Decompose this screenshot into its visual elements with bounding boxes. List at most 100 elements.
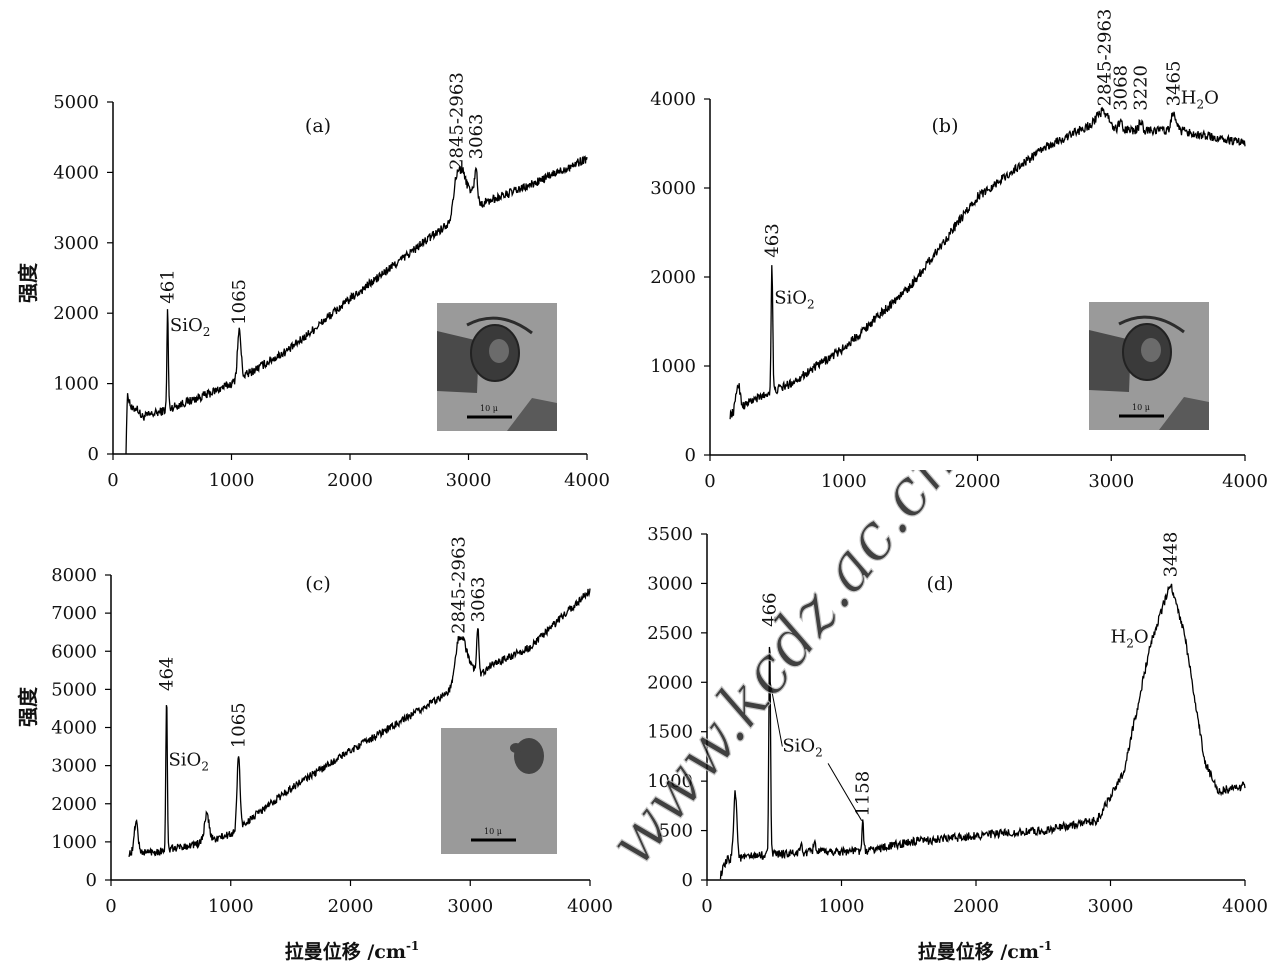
y-tick-label-c: 8000: [51, 565, 97, 586]
x-axis-label-left: 拉曼位移 /cm-1: [285, 939, 420, 963]
species-label-d: H2O: [1111, 627, 1149, 651]
species-label-c: SiO2: [168, 750, 209, 774]
inset-blob: [514, 738, 544, 774]
y-tick-label-d: 3000: [647, 573, 693, 594]
peak-label-b: 2845-2963: [1095, 9, 1116, 107]
peak-label-d: 3448: [1161, 532, 1182, 578]
y-tick-label-b: 2000: [650, 267, 696, 288]
inset-scale-label: 10 μ: [484, 827, 502, 836]
peak-label-c: 3063: [468, 577, 489, 623]
inset-scale-label: 10 μ: [480, 404, 498, 413]
x-tick-label-c: 4000: [567, 896, 613, 917]
inset-scale-label: 10 μ: [1132, 403, 1150, 412]
y-tick-label-a: 1000: [53, 374, 99, 395]
x-tick-label-c: 0: [105, 896, 116, 917]
inset-bubble-core: [489, 339, 509, 363]
species-label-b: H2O: [1181, 87, 1219, 111]
y-tick-label-d: 1000: [647, 771, 693, 792]
y-tick-label-c: 0: [86, 870, 97, 891]
panel-c: 0 1000 2000 3000 4000 0 1000 2000 3000 4000 5000 60…: [51, 536, 613, 917]
inset-micrograph-a: 10 μ: [437, 303, 557, 431]
svg-text:拉曼位移 /cm-1: 拉曼位移 /cm-1: [285, 939, 420, 963]
y-tick-label-b: 0: [685, 445, 696, 466]
panel-b: 0 1000 2000 3000 4000 0 1000 2000 3000 4000 (b) 463…: [650, 9, 1268, 492]
spectrum-line-d: [719, 583, 1246, 880]
x-tick-label-a: 1000: [209, 470, 255, 491]
x-tick-label-d: 0: [701, 896, 712, 917]
peak-label-b: 463: [762, 223, 783, 257]
sio2-leader-466: [769, 682, 783, 747]
y-tick-label-a: 0: [88, 444, 99, 465]
x-tick-label-a: 0: [107, 470, 118, 491]
x-tick-label-a: 3000: [446, 470, 492, 491]
peak-label-c: 2845-2963: [448, 536, 469, 634]
y-tick-label-d: 2000: [647, 672, 693, 693]
x-tick-label-c: 1000: [208, 896, 254, 917]
y-tick-label-b: 1000: [650, 356, 696, 377]
peak-label-b: 3465: [1163, 61, 1184, 107]
x-axis-label-right-sup: -1: [1039, 939, 1052, 953]
svg-text:拉曼位移 /cm-1: 拉曼位移 /cm-1: [918, 939, 1053, 963]
inset-micrograph-b: 10 μ: [1089, 302, 1209, 430]
panel-label-a: (a): [305, 115, 331, 137]
x-axis-label-right: 拉曼位移 /cm-1: [918, 939, 1053, 963]
x-tick-label-d: 3000: [1088, 896, 1134, 917]
panel-label-d: (d): [927, 573, 954, 595]
y-axis-label-top: 强度: [16, 262, 40, 303]
x-tick-label-d: 2000: [953, 896, 999, 917]
y-tick-label-d: 0: [682, 870, 693, 891]
inset-blob: [510, 743, 522, 753]
species-label-d: SiO2: [782, 735, 823, 759]
species-label-b: SiO2: [774, 288, 815, 312]
y-tick-label-d: 1500: [647, 722, 693, 743]
y-tick-label-b: 3000: [650, 178, 696, 199]
inset-dark-region: [437, 331, 479, 393]
panel-label-b: (b): [932, 115, 959, 137]
x-axis-label-left-text: 拉曼位移 /cm: [285, 940, 406, 963]
panel-label-c: (c): [305, 573, 330, 595]
peak-label-a: 1065: [229, 279, 250, 325]
peak-label-a: 2845-2963: [447, 72, 468, 170]
y-tick-label-a: 5000: [53, 92, 99, 113]
x-tick-label-a: 4000: [564, 470, 610, 491]
panel-d: 0 1000 2000 3000 4000 0 500 1000 1500 2000 2500 300…: [647, 524, 1268, 917]
y-tick-label-c: 4000: [51, 718, 97, 739]
y-tick-label-c: 6000: [51, 641, 97, 662]
x-tick-label-b: 3000: [1088, 471, 1134, 492]
y-tick-label-a: 3000: [53, 233, 99, 254]
x-tick-label-b: 2000: [955, 471, 1001, 492]
y-tick-label-d: 2500: [647, 623, 693, 644]
x-tick-label-b: 0: [704, 471, 715, 492]
peak-label-b: 3068: [1110, 65, 1131, 111]
inset-rim: [1118, 315, 1185, 334]
x-tick-label-b: 1000: [821, 471, 867, 492]
spectrum-line-b: [729, 106, 1246, 420]
y-tick-label-c: 2000: [51, 794, 97, 815]
species-label-a: SiO2: [170, 315, 211, 339]
inset-dark-region: [1089, 330, 1131, 392]
peak-label-d: 466: [760, 592, 781, 626]
y-tick-label-c: 1000: [51, 832, 97, 853]
y-tick-label-a: 4000: [53, 162, 99, 183]
y-axis-label-bottom: 强度: [16, 686, 40, 727]
y-tick-label-c: 7000: [51, 603, 97, 624]
x-axis-label-left-sup: -1: [406, 939, 419, 953]
peak-label-a: 461: [158, 269, 179, 303]
x-tick-label-d: 4000: [1222, 896, 1268, 917]
x-tick-label-a: 2000: [327, 470, 373, 491]
sio2-leader-1158: [827, 763, 863, 821]
y-tick-label-c: 3000: [51, 756, 97, 777]
x-tick-label-c: 3000: [447, 896, 493, 917]
y-tick-label-a: 2000: [53, 303, 99, 324]
y-tick-label-d: 3500: [647, 524, 693, 545]
panel-a: 0 1000 2000 3000 4000 0 1000 2000 3000 4000 5000 (a…: [53, 72, 610, 491]
x-tick-label-d: 1000: [819, 896, 865, 917]
y-tick-label-d: 500: [659, 821, 693, 842]
peak-label-d: 1158: [853, 771, 874, 817]
inset-dark-region: [507, 398, 557, 431]
x-tick-label-b: 4000: [1222, 471, 1268, 492]
y-tick-label-c: 5000: [51, 679, 97, 700]
y-tick-label-b: 4000: [650, 89, 696, 110]
x-tick-label-c: 2000: [328, 896, 374, 917]
